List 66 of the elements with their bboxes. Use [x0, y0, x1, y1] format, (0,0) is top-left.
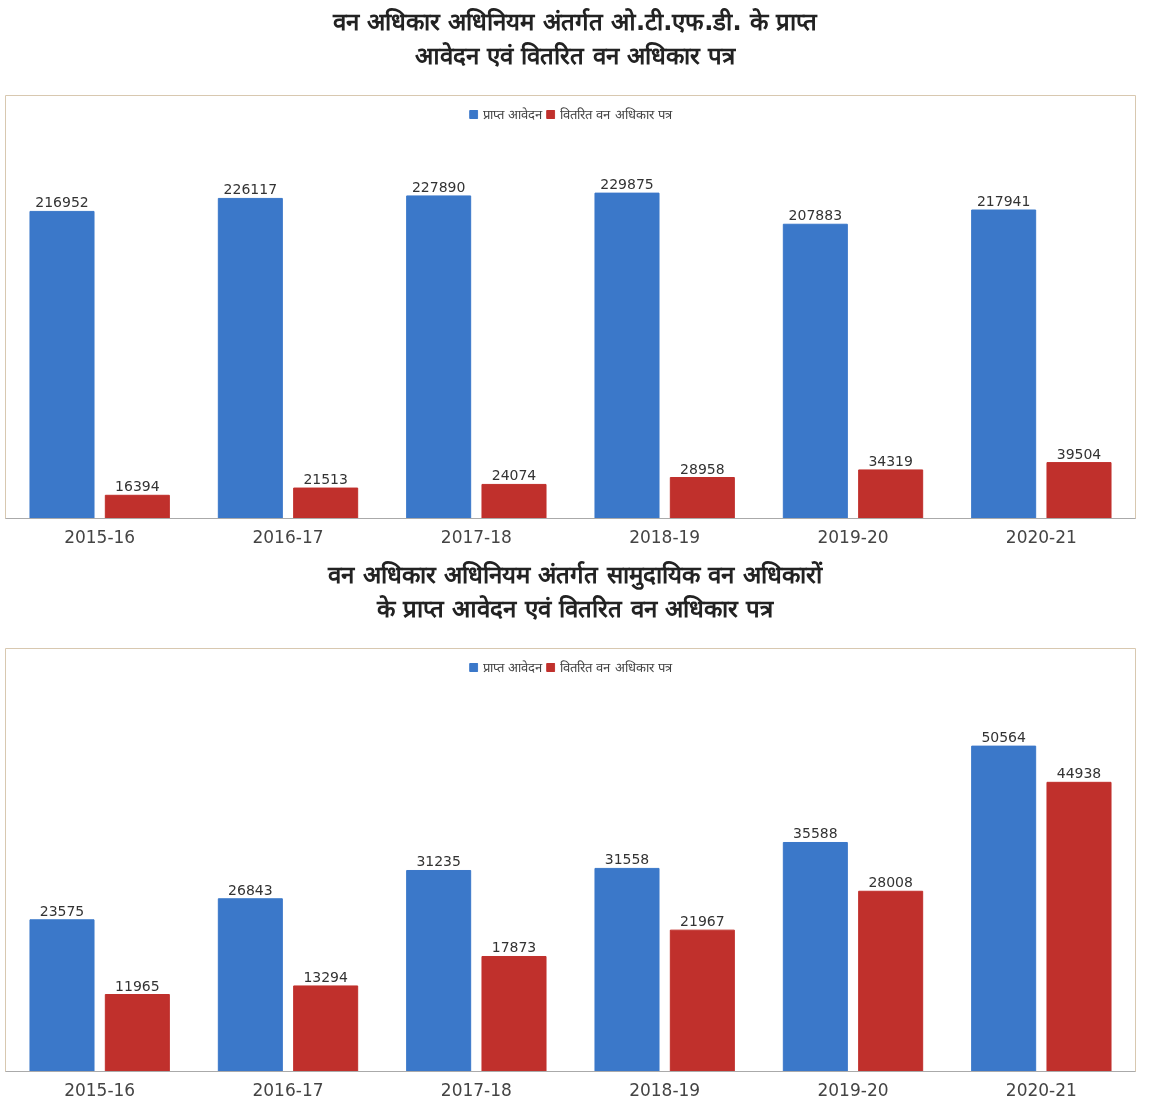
data-label: 207883: [788, 207, 843, 224]
data-label: 17873: [491, 939, 537, 956]
data-label: 16394: [115, 478, 160, 495]
bar: [104, 994, 170, 1072]
bar: [858, 890, 924, 1072]
bar: [481, 483, 547, 519]
bar: [971, 209, 1037, 519]
bar: [406, 195, 472, 519]
bar: [594, 192, 660, 519]
bar: [293, 985, 359, 1072]
data-label: 35588: [793, 825, 838, 842]
data-label: 227890: [411, 178, 466, 195]
data-label: 31235: [416, 853, 461, 870]
bar: [29, 919, 95, 1072]
data-label: 23575: [39, 902, 85, 919]
x-tick-label: 2017-18: [440, 1079, 512, 1100]
x-tick-label: 2018-19: [629, 1079, 701, 1100]
data-label: 28008: [868, 874, 913, 891]
bar: [1046, 781, 1112, 1072]
data-label: 11965: [115, 977, 160, 994]
data-label: 21967: [680, 913, 725, 930]
data-label: 34319: [868, 452, 913, 469]
bar: [217, 197, 283, 519]
legend-label: वितरित वन अधिकार पत्र: [560, 106, 672, 123]
data-label: 26843: [228, 881, 273, 898]
legend-label: प्राप्त आवेदन: [483, 659, 543, 676]
data-label: 217941: [976, 193, 1031, 210]
data-label: 31558: [604, 851, 650, 868]
data-label: 229875: [600, 176, 654, 193]
bar: [1046, 462, 1112, 519]
x-tick-label: 2017-18: [440, 526, 512, 547]
data-label: 24074: [491, 467, 537, 484]
x-tick-label: 2020-21: [1005, 526, 1077, 547]
x-tick-label: 2019-20: [817, 526, 889, 547]
chart-title: वन अधिकार अधिनियम अंतर्गत सामुदायिक वन अधिकारों के प्राप्त आवेदन एवं वितरित वन अधिकार पत्र: [328, 560, 822, 626]
data-label: 50564: [981, 729, 1027, 746]
bar: [858, 469, 924, 519]
data-label: 13294: [303, 968, 349, 985]
data-label: 44938: [1056, 765, 1102, 782]
data-label: 28958: [680, 460, 725, 477]
x-tick-label: 2016-17: [252, 526, 324, 547]
x-tick-label: 2018-19: [629, 526, 701, 547]
bar: [971, 745, 1037, 1072]
bar: [293, 487, 359, 519]
chart-title: वन अधिकार अधिनियम अंतर्गत ओ.टी.एफ.डी. के प्राप्त आवेदन एवं वितरित वन अधिकार पत्र: [332, 7, 818, 73]
bar: [782, 841, 848, 1072]
bar: [481, 955, 547, 1072]
bar: [217, 898, 283, 1072]
x-tick-label: 2016-17: [252, 1079, 324, 1100]
data-label: 21513: [303, 471, 348, 488]
bar: [104, 494, 170, 519]
bar: [669, 477, 735, 519]
bar: [669, 929, 735, 1072]
x-tick-label: 2015-16: [64, 1079, 136, 1100]
data-label: 226117: [223, 181, 278, 198]
bar: [29, 210, 95, 519]
x-tick-label: 2015-16: [64, 526, 136, 547]
bar: [406, 870, 472, 1072]
x-tick-label: 2020-21: [1005, 1079, 1077, 1100]
data-label: 39504: [1056, 445, 1102, 462]
legend-label: वितरित वन अधिकार पत्र: [560, 659, 672, 676]
data-label: 216952: [35, 194, 89, 211]
x-tick-label: 2019-20: [817, 1079, 889, 1100]
legend-label: प्राप्त आवेदन: [483, 106, 543, 123]
bar: [782, 223, 848, 519]
bar: [594, 867, 660, 1072]
